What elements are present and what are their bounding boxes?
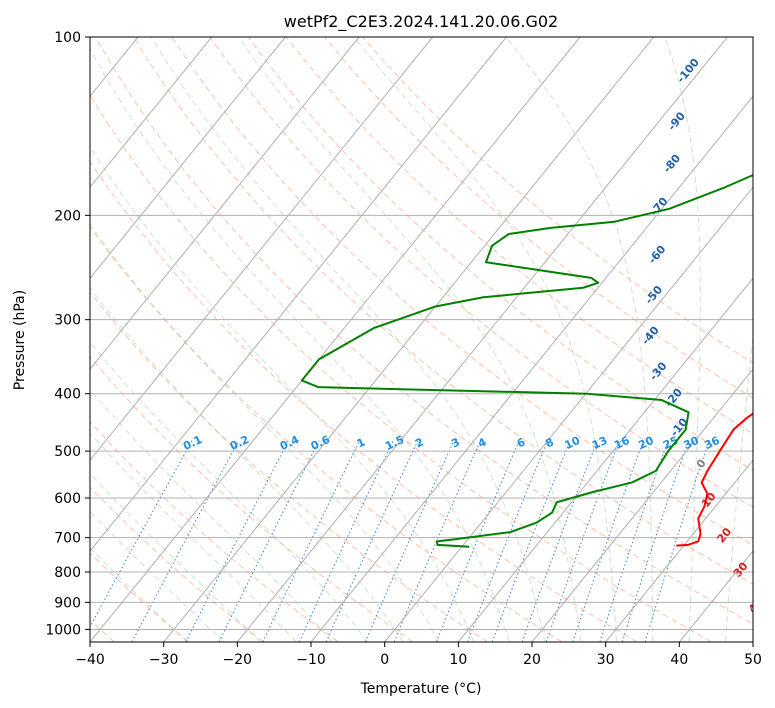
dry-adiabat bbox=[95, 37, 753, 625]
mixing-ratio-label: 30 bbox=[682, 434, 702, 452]
x-axis: −40 −30 −20 −10 0 10 20 30 40 50 bbox=[75, 642, 762, 668]
isotherms bbox=[90, 37, 753, 642]
moist-adiabat bbox=[90, 223, 439, 642]
isotherm bbox=[90, 37, 434, 461]
mixing-ratio-line bbox=[364, 440, 455, 642]
y-tick-label: 1000 bbox=[45, 622, 81, 638]
mixing-ratio-line bbox=[393, 440, 481, 642]
moist-adiabat bbox=[238, 37, 582, 642]
dry-adiabat bbox=[90, 291, 488, 642]
y-tick-label: 300 bbox=[54, 313, 81, 329]
x-tick-label: 30 bbox=[597, 652, 615, 668]
mixing-ratio-label: 20 bbox=[636, 434, 656, 452]
moist-adiabat bbox=[90, 286, 404, 642]
mixing-ratio-label: 16 bbox=[612, 434, 632, 452]
x-tick-label: 40 bbox=[670, 652, 688, 668]
x-tick-label: −30 bbox=[149, 652, 179, 668]
isotherm bbox=[384, 186, 753, 642]
x-tick-label: −10 bbox=[296, 652, 326, 668]
x-tick-label: −40 bbox=[75, 652, 105, 668]
mixing-ratio-line bbox=[545, 440, 620, 642]
y-tick-label: 400 bbox=[54, 387, 81, 403]
mixing-ratio-label: 25 bbox=[661, 434, 680, 452]
y-tick-label: 100 bbox=[54, 30, 81, 46]
moist-adiabat bbox=[725, 332, 753, 642]
moist-adiabat bbox=[90, 510, 225, 642]
moist-adiabat bbox=[90, 547, 188, 642]
profile-line bbox=[676, 412, 753, 547]
mixing-ratio-line bbox=[521, 440, 598, 642]
moist-adiabat bbox=[150, 37, 546, 642]
dry-adiabat-label: 40 bbox=[746, 595, 766, 615]
mixing-ratio-line bbox=[90, 440, 193, 628]
y-tick-label: 800 bbox=[54, 565, 81, 581]
profile-line bbox=[300, 173, 753, 548]
moist-adiabat bbox=[664, 37, 701, 642]
x-axis-title: Temperature (°C) bbox=[360, 681, 482, 697]
isotherm bbox=[90, 37, 581, 642]
chart-title: wetPf2_C2E3.2024.141.20.06.G02 bbox=[284, 12, 558, 32]
mixing-ratio-label: 10 bbox=[563, 434, 583, 452]
isotherm bbox=[163, 37, 655, 642]
mixing-ratio-label: 13 bbox=[590, 434, 609, 452]
x-tick-label: 10 bbox=[449, 652, 467, 668]
dry-adiabat bbox=[133, 37, 753, 585]
dry-adiabat bbox=[90, 94, 712, 642]
mixing-ratio-line bbox=[621, 440, 689, 642]
isotherm bbox=[90, 37, 213, 189]
dry-adiabats bbox=[90, 37, 753, 642]
mixing-ratio-line bbox=[218, 440, 320, 642]
y-tick-label: 200 bbox=[54, 208, 81, 224]
mixing-ratio-label: 36 bbox=[702, 434, 722, 452]
dry-adiabat bbox=[90, 552, 190, 642]
y-tick-label: 600 bbox=[54, 491, 81, 507]
dry-adiabat bbox=[247, 37, 753, 471]
mixing-ratio-line bbox=[325, 440, 419, 642]
isotherm bbox=[531, 368, 753, 642]
y-axis-title: Pressure (hPa) bbox=[12, 290, 28, 390]
moist-adiabat bbox=[90, 341, 369, 642]
moist-adiabat bbox=[90, 146, 475, 642]
moist-adiabat bbox=[90, 472, 261, 642]
isotherm bbox=[310, 95, 753, 642]
dry-adiabat bbox=[209, 37, 753, 508]
isotherm bbox=[236, 37, 728, 642]
isotherm bbox=[90, 37, 286, 280]
moist-adiabats bbox=[90, 37, 753, 642]
y-tick-label: 900 bbox=[54, 595, 81, 611]
x-tick-label: 50 bbox=[744, 652, 762, 668]
isotherm bbox=[90, 37, 507, 552]
isotherm bbox=[90, 37, 360, 370]
dry-adiabat bbox=[90, 226, 563, 642]
moist-adiabat bbox=[90, 47, 510, 642]
profile-series bbox=[300, 173, 753, 548]
x-tick-label: 20 bbox=[523, 652, 541, 668]
dry-adiabat bbox=[90, 420, 339, 642]
y-tick-label: 700 bbox=[54, 531, 81, 547]
x-tick-label: 0 bbox=[380, 652, 389, 668]
plot-frame bbox=[89, 36, 754, 643]
y-tick-label: 500 bbox=[54, 444, 81, 460]
dry-adiabat bbox=[90, 160, 638, 642]
isotherm bbox=[457, 277, 753, 642]
x-tick-label: −20 bbox=[223, 652, 253, 668]
mixing-ratio-lines bbox=[90, 440, 710, 642]
isotherm bbox=[605, 459, 753, 642]
moist-adiabat bbox=[505, 37, 654, 642]
mixing-ratio-line bbox=[644, 440, 710, 642]
y-axis: 100 200 300 400 500 600 700 800 900 1000 bbox=[45, 30, 90, 638]
